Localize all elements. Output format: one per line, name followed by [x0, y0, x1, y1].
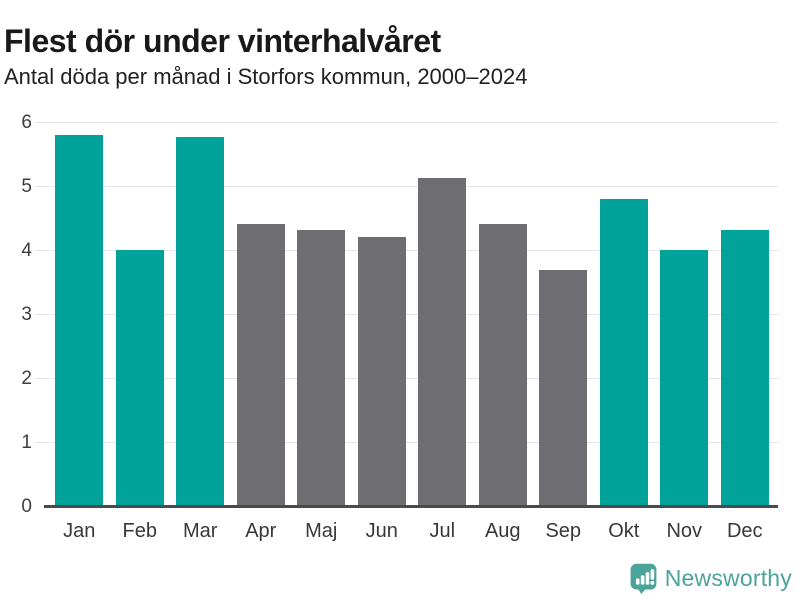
y-axis-label: 3	[21, 304, 32, 325]
bar-feb	[116, 250, 164, 506]
gridline	[42, 122, 778, 123]
y-axis-label: 0	[21, 496, 32, 517]
x-axis-label: Mar	[183, 520, 218, 542]
y-tick	[36, 186, 42, 187]
bar-sep	[539, 270, 587, 506]
y-tick	[36, 378, 42, 379]
y-tick	[36, 250, 42, 251]
y-axis-label: 1	[21, 432, 32, 453]
gridline	[42, 314, 778, 315]
chart-title: Flest dör under vinterhalvåret	[4, 23, 441, 60]
y-axis-label: 4	[21, 240, 32, 261]
gridline	[42, 186, 778, 187]
chart-subtitle: Antal döda per månad i Storfors kommun, …	[4, 64, 528, 89]
gridline	[42, 378, 778, 379]
bar-maj	[297, 230, 345, 506]
bar-jan	[55, 135, 103, 506]
bar-chart-speech-bubble-icon	[630, 563, 657, 594]
y-axis-label: 2	[21, 368, 32, 389]
y-axis-label: 5	[21, 176, 32, 197]
x-axis-label: Nov	[666, 520, 703, 542]
baseline	[44, 505, 778, 508]
x-axis-label: Dec	[726, 520, 763, 542]
newsworthy-logo: Newsworthy	[629, 562, 792, 594]
x-axis-label: Okt	[608, 520, 640, 542]
x-axis-label: Jan	[63, 520, 96, 542]
x-axis-label: Jun	[365, 520, 398, 542]
newsworthy-brand-text: Newsworthy	[664, 564, 792, 591]
y-tick	[36, 314, 42, 315]
bar-aug	[479, 224, 527, 506]
bar-mar	[176, 137, 224, 506]
gridline	[42, 442, 778, 443]
x-axis-label: Apr	[245, 520, 277, 542]
bar-jul	[418, 178, 466, 506]
x-axis-label: Sep	[545, 520, 582, 542]
y-tick	[36, 122, 42, 123]
x-axis-label: Feb	[122, 520, 157, 542]
x-axis-label: Aug	[484, 520, 521, 542]
x-axis-label: Jul	[429, 520, 456, 542]
x-axis-label: Maj	[305, 520, 338, 542]
bar-nov	[660, 250, 708, 506]
bar-jun	[358, 237, 406, 506]
bar-okt	[600, 199, 648, 506]
y-axis-label: 6	[21, 112, 32, 133]
bar-dec	[721, 230, 769, 506]
bar-apr	[237, 224, 285, 506]
y-tick	[36, 442, 42, 443]
gridline	[42, 250, 778, 251]
